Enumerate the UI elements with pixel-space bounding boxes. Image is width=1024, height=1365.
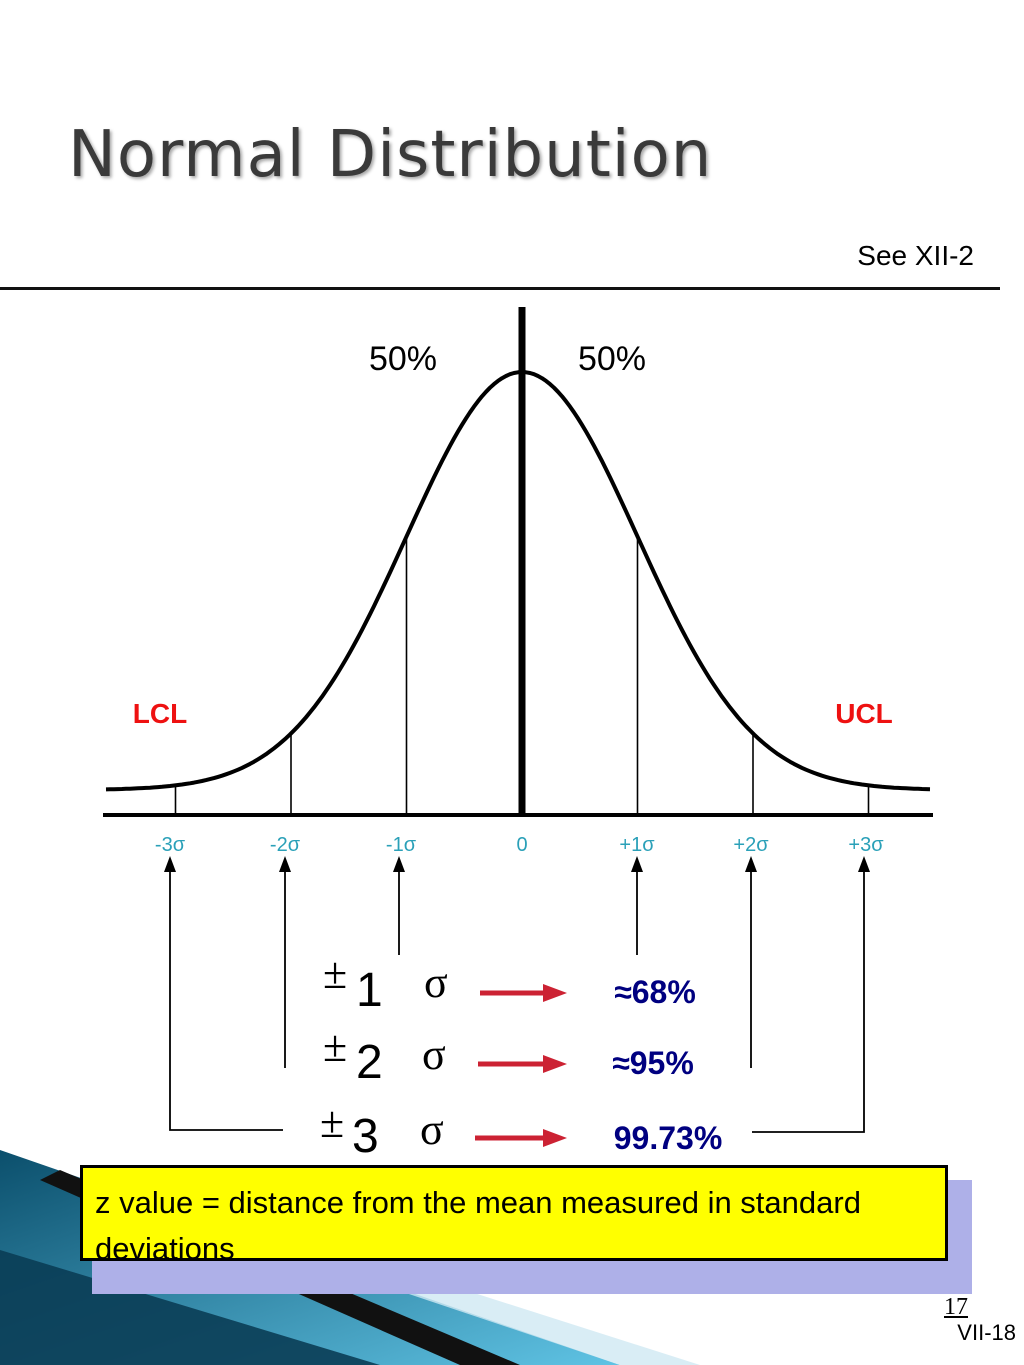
- bell-curve: [105, 370, 931, 792]
- range-percentage: ≈95%: [612, 1045, 694, 1081]
- right-half-label: 50%: [578, 340, 646, 378]
- plus-minus-symbol: ±: [320, 1098, 344, 1147]
- red-arrow-head: [543, 984, 567, 1002]
- sigma-symbol: σ: [422, 1030, 446, 1079]
- plus-minus-symbol: ±: [323, 949, 347, 998]
- range-brackets: [169, 866, 865, 1133]
- definition-note: z value = distance from the mean measure…: [80, 1165, 948, 1266]
- sigma-multiple: 3: [352, 1110, 379, 1163]
- tick-label-minus3: -3σ: [155, 834, 186, 856]
- sigma-symbol: σ: [424, 958, 448, 1007]
- page-title: Normal Distribution: [68, 118, 713, 192]
- title-divider: [0, 287, 1000, 290]
- plus-minus-symbol: ±: [323, 1022, 347, 1071]
- tick-label-zero: 0: [516, 834, 527, 856]
- sigma-symbol: σ: [420, 1105, 444, 1154]
- range-row-3: ± 3 σ 99.73%: [320, 1098, 722, 1163]
- sigma-multiple: 2: [356, 1036, 383, 1089]
- range-row-1: ± 1 σ ≈68%: [323, 949, 696, 1017]
- slide-code: VII-18: [957, 1320, 1016, 1345]
- sigma-lines: [174, 536, 870, 815]
- cross-reference: See XII-2: [857, 240, 974, 271]
- left-half-label: 50%: [369, 340, 437, 378]
- ucl-label: UCL: [835, 698, 893, 729]
- tick-label-plus3: +3σ: [848, 834, 884, 856]
- red-arrow-head: [543, 1055, 567, 1073]
- sigma-multiple: 1: [356, 964, 383, 1017]
- page-number: 17: [944, 1294, 968, 1320]
- range-row-2: ± 2 σ ≈95%: [323, 1022, 694, 1089]
- bracket-arrowheads: [164, 856, 870, 872]
- range-percentage: 99.73%: [614, 1120, 723, 1156]
- lcl-label: LCL: [133, 698, 187, 729]
- tick-label-minus1: -1σ: [386, 834, 417, 856]
- tick-label-plus1: +1σ: [619, 834, 655, 856]
- tick-label-minus2: -2σ: [270, 834, 301, 856]
- red-arrow-head: [543, 1129, 567, 1147]
- range-percentage: ≈68%: [614, 974, 696, 1010]
- tick-label-plus2: +2σ: [733, 834, 769, 856]
